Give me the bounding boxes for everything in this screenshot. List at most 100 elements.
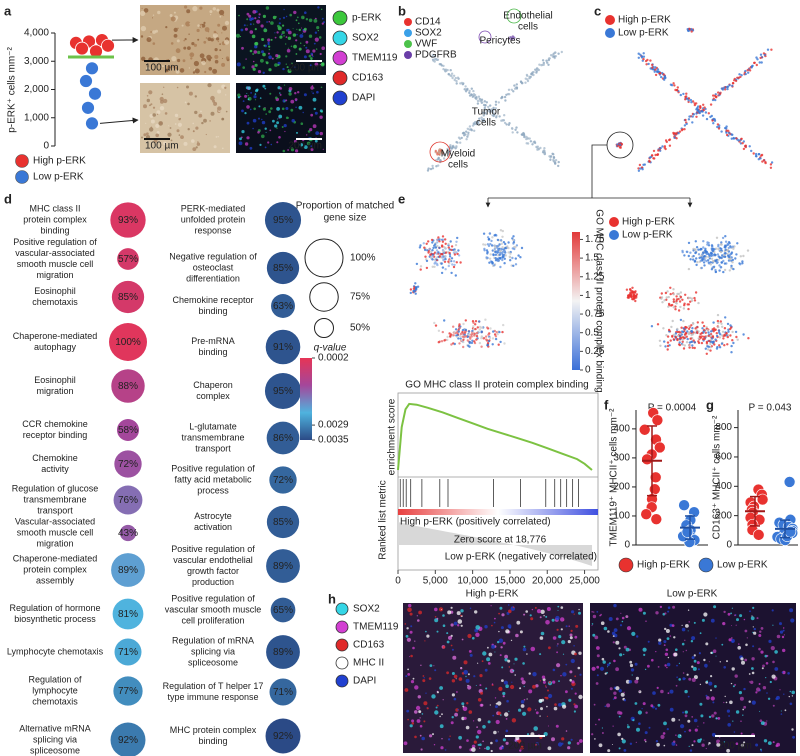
umap-point — [546, 61, 549, 64]
legend-swatch — [404, 40, 412, 48]
umap-point — [705, 117, 709, 121]
umap-point — [682, 347, 686, 350]
umap-point — [507, 123, 511, 127]
texture-dot — [681, 627, 686, 632]
texture-dot — [320, 62, 325, 67]
texture-dot — [790, 618, 795, 623]
colorbar-tick-label: 0.25 — [585, 346, 605, 357]
texture-dot — [451, 672, 455, 675]
umap-point — [442, 259, 445, 262]
texture-dot — [207, 31, 210, 33]
umap-point — [674, 336, 678, 339]
umap-point — [418, 246, 422, 249]
y-tick-label: 300 — [613, 453, 630, 464]
umap-point — [497, 343, 500, 346]
umap-point — [709, 334, 712, 337]
texture-dot — [405, 634, 409, 638]
texture-dot — [248, 14, 252, 18]
texture-dot — [752, 606, 755, 610]
texture-dot — [294, 98, 298, 101]
texture-dot — [467, 633, 472, 639]
term-label: L-glutamate — [189, 421, 237, 431]
umap-point — [706, 252, 709, 255]
texture-dot — [270, 38, 273, 41]
umap-point — [719, 320, 722, 323]
umap-point — [725, 131, 728, 134]
umap-point — [511, 237, 514, 240]
texture-dot — [574, 692, 577, 695]
texture-dot — [164, 112, 168, 115]
umap-point — [666, 341, 670, 344]
texture-dot — [685, 649, 687, 652]
umap-point — [438, 255, 441, 258]
umap-point — [514, 257, 517, 260]
texture-dot — [719, 736, 721, 739]
texture-dot — [244, 112, 247, 115]
texture-dot — [422, 679, 426, 683]
umap-point — [442, 250, 446, 253]
texture-dot — [636, 635, 639, 638]
texture-dot — [406, 627, 409, 630]
umap-point — [750, 65, 754, 68]
texture-dot — [547, 746, 552, 751]
texture-dot — [498, 638, 504, 643]
umap-point — [729, 334, 732, 337]
texture-dot — [502, 738, 506, 742]
texture-dot — [671, 624, 675, 627]
texture-dot — [456, 611, 461, 616]
texture-dot — [314, 111, 318, 115]
texture-dot — [520, 745, 524, 750]
texture-dot — [409, 630, 413, 634]
umap-point — [462, 322, 465, 326]
texture-dot — [163, 98, 168, 104]
umap-point — [672, 293, 675, 296]
texture-dot — [565, 625, 568, 628]
term-label: Negative regulation of — [169, 251, 257, 261]
texture-dot — [173, 11, 176, 14]
texture-dot — [606, 703, 611, 708]
texture-dot — [468, 650, 472, 653]
term-label: Eosinophil — [34, 286, 76, 296]
micrograph-texture — [141, 83, 228, 152]
texture-dot — [259, 97, 262, 99]
umap-point — [487, 340, 491, 343]
legend-swatch — [404, 29, 412, 37]
texture-dot — [758, 647, 761, 651]
umap-point — [663, 76, 666, 80]
texture-dot — [270, 21, 274, 25]
texture-dot — [552, 636, 557, 640]
texture-dot — [312, 55, 314, 58]
texture-dot — [436, 617, 439, 620]
umap-point — [661, 71, 664, 75]
umap-point — [438, 246, 441, 249]
umap-point — [652, 149, 656, 153]
texture-dot — [623, 653, 625, 656]
texture-dot — [207, 83, 212, 88]
cell-label: cells — [476, 118, 496, 129]
term-label: migration — [36, 386, 73, 396]
legend-swatch — [698, 557, 714, 573]
texture-dot — [451, 648, 454, 651]
umap-point — [660, 292, 663, 295]
umap-point — [681, 343, 684, 346]
texture-dot — [170, 42, 174, 45]
umap-point — [494, 233, 497, 237]
texture-dot — [756, 617, 759, 620]
umap-point — [770, 48, 773, 51]
texture-dot — [692, 666, 697, 671]
texture-dot — [716, 739, 721, 744]
texture-dot — [765, 662, 769, 665]
bubble-label: 89% — [118, 565, 138, 576]
texture-dot — [183, 141, 188, 146]
texture-dot — [482, 740, 484, 743]
umap-point — [728, 255, 731, 259]
umap-point — [487, 333, 490, 336]
texture-dot — [212, 68, 218, 74]
umap-point — [718, 331, 721, 334]
umap-point — [439, 63, 443, 66]
texture-dot — [664, 664, 667, 667]
texture-dot — [319, 131, 323, 136]
umap-point — [676, 338, 679, 342]
term-label: Alternative mRNA — [19, 723, 91, 733]
texture-dot — [705, 747, 707, 750]
